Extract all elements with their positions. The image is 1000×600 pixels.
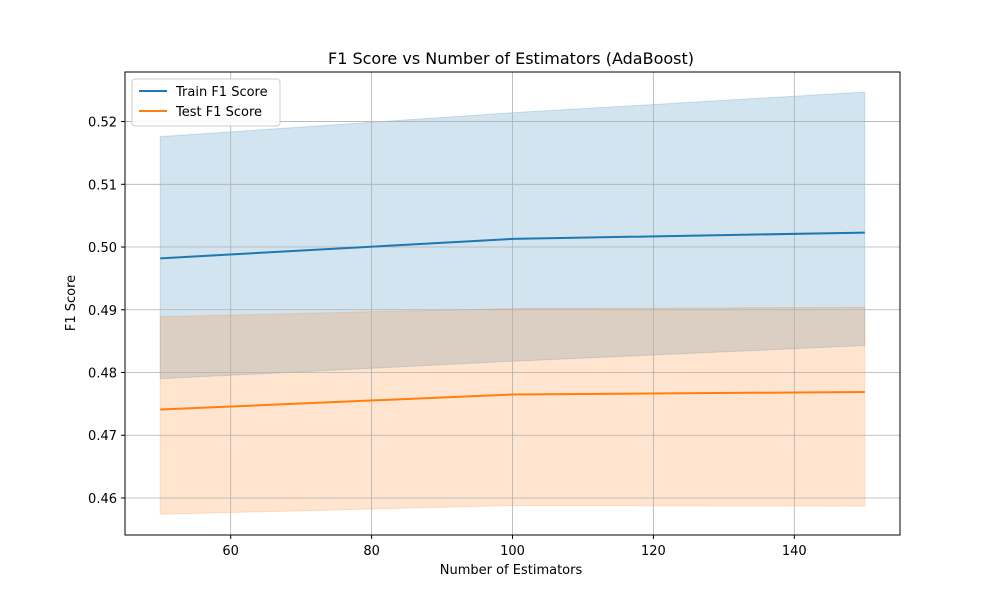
series-lines [160,231,865,411]
line-series-1 [160,390,865,411]
x-axis-label: Number of Estimators [440,563,583,578]
x-axis-ticks: 60 80 100 120 140 [222,535,807,559]
chart-title: F1 Score vs Number of Estimators (AdaBoo… [328,49,694,68]
legend: Train F1 Score Test F1 Score [131,78,281,127]
grid-lines [125,72,900,535]
y-tick-label: 0.49 [88,304,117,319]
y-tick-label: 0.50 [88,241,117,256]
x-tick-label: 100 [500,544,525,559]
legend-label-train: Train F1 Score [175,85,268,100]
x-tick-label: 80 [363,544,380,559]
y-tick-label: 0.52 [88,116,117,131]
x-tick-label: 60 [222,544,239,559]
y-tick-label: 0.47 [88,429,117,444]
y-tick-label: 0.51 [88,178,117,193]
y-axis-label: F1 Score [64,275,79,331]
legend-box [131,78,281,127]
line-series-0 [160,231,865,260]
y-tick-label: 0.48 [88,367,117,382]
y-axis-ticks: 0.46 0.47 0.48 0.49 0.50 0.51 0.52 [88,116,125,507]
x-tick-label: 140 [782,544,807,559]
y-tick-label: 0.46 [88,492,117,507]
legend-label-test: Test F1 Score [175,105,262,120]
plot-area [124,71,901,536]
x-tick-label: 120 [641,544,666,559]
